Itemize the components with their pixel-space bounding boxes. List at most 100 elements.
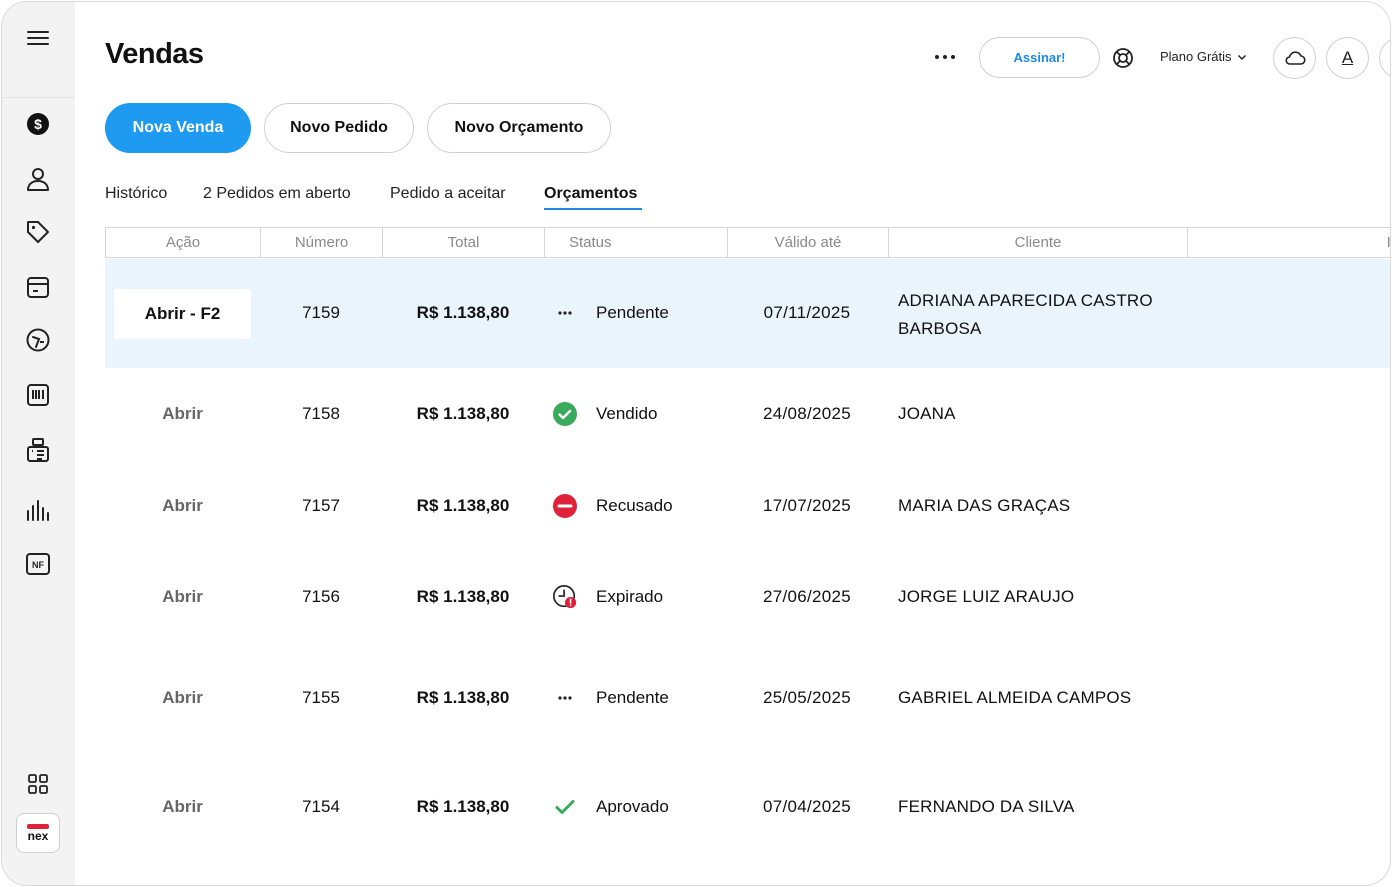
quote-valid-until: 07/04/2025 [762,797,852,816]
svg-text:$: $ [34,116,42,132]
open-quote-button[interactable]: Abrir [162,587,203,606]
sidebar-item-clients[interactable] [16,159,60,199]
table-row[interactable]: Abrir 7157 R$ 1.138,80 Recusado 17/07/20… [105,460,1390,552]
table-row[interactable]: Abrir - F2 7159 R$ 1.138,80 Pendente 07/… [105,259,1390,368]
quote-total: R$ 1.138,80 [416,303,510,322]
quote-number: 7154 [302,797,340,816]
sidebar-item-invoices[interactable]: NF [16,544,60,584]
pending-icon [552,300,578,326]
column-header-status[interactable]: Status [544,228,727,257]
menu-button[interactable] [16,18,60,58]
table-row[interactable]: Abrir 7155 R$ 1.138,80 Pendente 25/05/20… [105,644,1390,752]
quote-client: FERNANDO DA SILVA [898,797,1075,816]
nf-icon: NF [26,553,50,575]
quote-number: 7156 [302,587,340,606]
apps-button[interactable] [16,764,60,804]
quote-status: Vendido [596,404,658,423]
quote-number: 7157 [302,496,340,515]
quote-number: 7155 [302,688,340,707]
nex-logo-bar [27,824,49,829]
quote-valid-until: 27/06/2025 [762,587,852,606]
quote-status: Pendente [596,303,669,322]
barcode-icon [27,384,49,406]
active-tab-indicator [544,208,642,210]
apps-grid-icon [28,774,48,794]
column-header-total[interactable]: Total [382,228,544,257]
sidebar-item-dashboard[interactable] [16,320,60,360]
table-row[interactable]: Abrir 7158 R$ 1.138,80 Vendido 24/08/202… [105,368,1390,460]
lifebuoy-icon[interactable] [1111,46,1135,70]
quote-valid-until: 25/05/2025 [762,688,852,707]
pending-icon [552,685,578,711]
quote-total: R$ 1.138,80 [416,587,510,606]
calendar-icon [27,277,49,298]
extra-header-button[interactable] [1379,37,1390,79]
refused-icon [552,493,578,519]
sidebar-item-calendar[interactable] [16,267,60,307]
quote-valid-until: 17/07/2025 [762,496,852,515]
cloud-sync-button[interactable] [1273,37,1316,79]
open-quote-button[interactable]: Abrir [162,404,203,423]
check-circle-icon [552,401,578,427]
table-header: Ação Número Total Status Válido até Clie… [105,227,1390,258]
tag-icon [27,221,49,243]
quote-total: R$ 1.138,80 [416,688,510,707]
quote-client: JOANA [898,404,956,423]
column-header-number[interactable]: Número [260,228,382,257]
quote-status: Recusado [596,496,673,515]
quote-status: Expirado [596,587,664,606]
cloud-icon [1284,51,1306,65]
svg-text:NF: NF [32,560,44,570]
open-quote-button[interactable]: Abrir [162,496,203,515]
quote-total: R$ 1.138,80 [416,797,510,816]
column-header-action[interactable]: Ação [105,228,260,257]
column-header-client[interactable]: Cliente [888,228,1187,257]
chevron-down-icon [1237,54,1246,60]
open-quote-button[interactable]: Abrir - F2 [114,289,251,339]
tab-orders-to-accept[interactable]: Pedido a aceitar [390,185,506,202]
more-icon [935,55,939,59]
open-quote-button[interactable]: Abrir [162,797,203,816]
dollar-icon: $ [27,113,49,135]
quote-total: R$ 1.138,80 [416,496,510,515]
open-quote-button[interactable]: Abrir [162,688,203,707]
subscribe-button[interactable]: Assinar! [979,37,1100,78]
tab-history[interactable]: Histórico [105,185,168,202]
quote-total: R$ 1.138,80 [416,404,510,423]
user-icon [27,168,49,191]
font-size-button[interactable]: A [1326,37,1369,79]
quote-client: JORGE LUIZ ARAUJO [898,587,1075,606]
nex-logo[interactable]: nex [16,813,60,853]
table-row[interactable]: Abrir 7156 R$ 1.138,80 Expirado 27/06/20… [105,552,1390,644]
table-row[interactable]: Abrir 7154 R$ 1.138,80 Aprovado 07/04/20… [105,752,1390,862]
tab-open-orders[interactable]: 2 Pedidos em aberto [203,185,351,202]
quote-status: Pendente [596,688,669,707]
more-options-button[interactable] [930,44,960,70]
new-sale-button[interactable]: Nova Venda [105,103,251,153]
quote-number: 7159 [302,303,340,322]
register-icon [27,438,49,462]
expired-clock-icon [552,584,578,610]
new-quote-button[interactable]: Novo Orçamento [427,103,611,153]
sidebar-item-barcode[interactable] [16,375,60,415]
plan-label: Plano Grátis [1160,49,1232,64]
bar-chart-icon [27,500,49,521]
column-header-valid-until[interactable]: Válido até [727,228,888,257]
menu-icon [27,31,49,45]
check-icon [552,794,578,820]
plan-selector[interactable]: Plano Grátis [1160,49,1247,64]
sidebar-item-reports[interactable] [16,489,60,529]
sidebar-item-register[interactable] [16,430,60,470]
new-order-button[interactable]: Novo Pedido [264,103,414,153]
quote-number: 7158 [302,404,340,423]
quote-client: MARIA DAS GRAÇAS [898,496,1071,515]
sidebar-item-products[interactable] [16,212,60,252]
column-header-items[interactable]: It [1187,228,1390,257]
nex-logo-text: nex [27,829,49,843]
quote-status: Aprovado [596,797,669,816]
sidebar-item-sales[interactable]: $ [16,104,60,144]
quote-valid-until: 07/11/2025 [763,303,851,322]
tab-quotes[interactable]: Orçamentos [544,185,638,202]
speedometer-icon [26,328,50,352]
